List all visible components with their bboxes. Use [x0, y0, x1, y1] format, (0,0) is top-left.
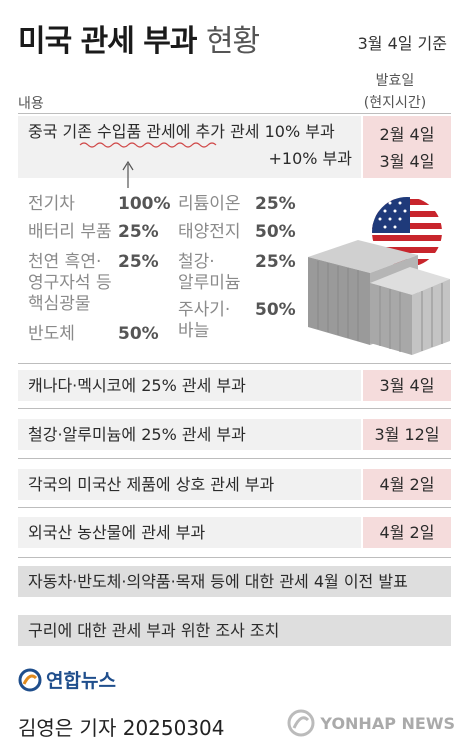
- item-name: 전기차: [28, 194, 75, 214]
- tariff-row-canada-mexico: 캐나다·멕시코에 25% 관세 부과: [18, 370, 361, 401]
- item-value: 50%: [118, 324, 159, 344]
- tariff-row-copper: 구리에 대한 관세 부과 위한 조사 조치: [18, 615, 451, 646]
- item-name: 태양전지: [178, 222, 241, 242]
- underline-arrow: [79, 142, 217, 188]
- item-name: 리튬이온: [178, 194, 241, 214]
- yonhap-logo-icon: [18, 668, 42, 691]
- item-name: 주사기· 바늘: [178, 300, 231, 341]
- china-date1: 2월 4일: [379, 125, 435, 144]
- column-header-content: 내용: [18, 96, 44, 112]
- column-header-announce-line1: 발효일: [375, 73, 415, 89]
- section-divider: [18, 363, 451, 364]
- yonhap-logo-text: 연합뉴스: [46, 670, 116, 692]
- item-value: 25%: [118, 222, 159, 242]
- yonhap-watermark: YONHAP NEWS: [286, 708, 455, 738]
- china-line2: +10% 부과: [268, 149, 353, 168]
- item-name: 천연 흑연· 영구자석 등 핵심광물: [28, 252, 112, 314]
- tariff-row-autos: 자동차·반도체·의약품·목재 등에 대한 관세 4월 이전 발표: [18, 566, 451, 597]
- header-divider: [18, 113, 451, 114]
- tariff-row-date: 4월 2일: [363, 469, 451, 500]
- china-date2: 3월 4일: [379, 152, 435, 171]
- yonhap-logo: 연합뉴스: [18, 666, 116, 693]
- row-divider: [18, 557, 451, 558]
- item-value: 100%: [118, 194, 171, 214]
- item-value: 50%: [255, 222, 296, 242]
- row-divider: [18, 458, 451, 459]
- column-header-announce-line2: (현지시간): [363, 95, 427, 111]
- column-header-announce: 발효일 (현지시간): [349, 70, 441, 114]
- china-date-bg: [363, 116, 451, 178]
- row-divider: [18, 507, 451, 508]
- yonhap-watermark-icon: [287, 709, 315, 737]
- page-title: 미국 관세 부과 현황: [18, 16, 260, 60]
- us-flag-container-illustration: [308, 197, 450, 355]
- item-value: 50%: [255, 300, 296, 320]
- byline: 김영은 기자 20250304: [18, 716, 225, 740]
- tariff-row-reciprocal: 각국의 미국산 제품에 상호 관세 부과: [18, 469, 361, 500]
- item-value: 25%: [255, 194, 296, 214]
- row-divider: [18, 408, 451, 409]
- tariff-row-date: 4월 2일: [363, 517, 451, 548]
- item-name: 배터리 부품: [28, 222, 112, 242]
- tariff-row-date: 3월 12일: [363, 419, 451, 450]
- yonhap-watermark-text: YONHAP NEWS: [320, 713, 455, 733]
- china-line1: 중국 기존 수입품 관세에 추가 관세 10% 부과: [28, 122, 335, 141]
- title-sub: 현황: [205, 24, 260, 59]
- date-basis: 3월 4일 기준: [357, 34, 447, 53]
- tariff-row-steel: 철강·알루미늄에 25% 관세 부과: [18, 419, 361, 450]
- item-name: 철강· 알루미늄: [178, 252, 241, 293]
- item-value: 25%: [118, 252, 159, 272]
- tariff-row-date: 3월 4일: [363, 370, 451, 401]
- title-main: 미국 관세 부과: [18, 24, 197, 59]
- item-name: 반도체: [28, 324, 75, 344]
- tariff-row-agriculture: 외국산 농산물에 관세 부과: [18, 517, 361, 548]
- item-value: 25%: [255, 252, 296, 272]
